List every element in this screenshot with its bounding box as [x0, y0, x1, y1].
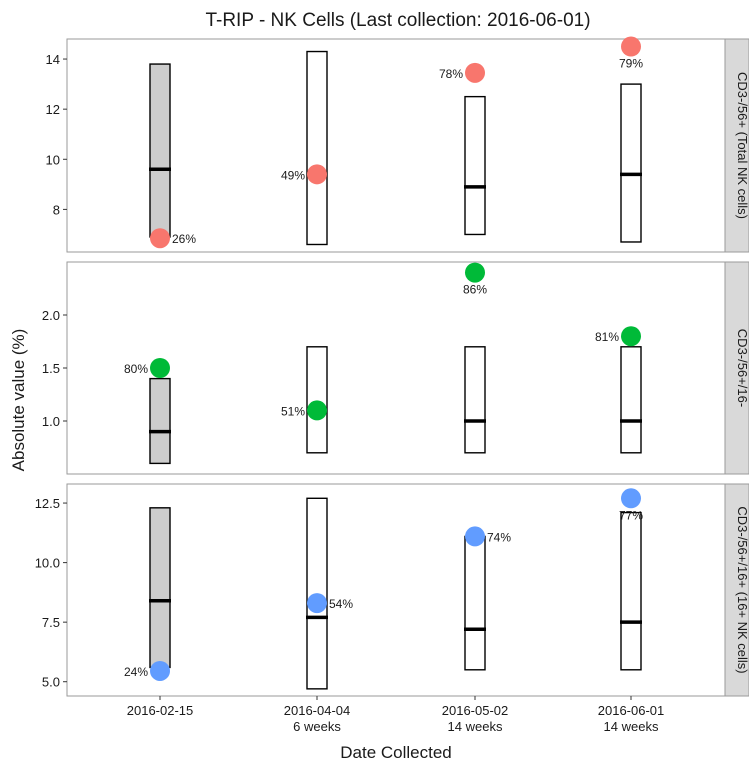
data-point	[465, 262, 485, 283]
data-point	[150, 660, 170, 681]
facet-strip-label: CD3-/56+ (Total NK cells)	[735, 72, 749, 219]
facet-strip	[724, 38, 749, 253]
range-box	[620, 346, 642, 454]
facet-panel: CD3-/56+/16- 1.0 1.5 2.0 80% 51% 86% 81%	[42, 261, 749, 475]
data-label: 54%	[329, 597, 353, 611]
data-point	[150, 228, 170, 249]
facet-strip-label: CD3-/56+/16+ (16+ NK cells)	[735, 506, 749, 673]
range-box	[464, 346, 486, 454]
data-label: 78%	[439, 67, 463, 81]
y-tick-label: 5.0	[42, 675, 60, 690]
panel-background	[66, 483, 726, 697]
data-point	[465, 62, 485, 83]
facet-strip-label: CD3-/56+/16-	[735, 329, 749, 407]
data-point	[307, 593, 327, 614]
data-point	[621, 488, 641, 509]
panel-background	[66, 261, 726, 475]
x-tick-sublabel: 14 weeks	[604, 719, 659, 734]
y-axis-label: Absolute value (%)	[9, 329, 28, 472]
x-tick-sublabel: 6 weeks	[293, 719, 341, 734]
range-box	[620, 83, 642, 243]
facet-strip	[724, 261, 749, 475]
range-box	[306, 50, 328, 246]
facet-strip	[724, 483, 749, 697]
range-box	[464, 535, 486, 671]
data-label: 80%	[124, 362, 148, 376]
data-label: 26%	[172, 232, 196, 246]
range-box	[149, 377, 171, 465]
range-box	[306, 346, 328, 454]
data-point	[621, 36, 641, 57]
x-axis-ticks: 2016-02-15 2016-04-046 weeks2016-05-0214 …	[127, 696, 665, 734]
y-tick-label: 12.5	[35, 496, 60, 511]
data-label: 24%	[124, 665, 148, 679]
data-label: 77%	[619, 508, 643, 522]
y-tick-label: 10.0	[35, 556, 60, 571]
data-label: 51%	[281, 404, 305, 418]
data-point	[150, 358, 170, 378]
data-label: 81%	[595, 330, 619, 344]
y-tick-label: 7.5	[42, 615, 60, 630]
facet-panels: CD3-/56+ (Total NK cells) 8 10 12 14 26% 49% 78…	[35, 36, 749, 697]
data-point	[465, 526, 485, 547]
x-axis-label: Date Collected	[340, 743, 452, 762]
data-label: 74%	[487, 530, 511, 544]
y-tick-label: 10	[46, 152, 60, 167]
x-tick-label: 2016-02-15	[127, 703, 194, 718]
data-point	[307, 164, 327, 185]
data-point	[307, 400, 327, 421]
x-tick-sublabel: 14 weeks	[448, 719, 503, 734]
y-tick-label: 2.0	[42, 308, 60, 323]
data-label: 79%	[619, 57, 643, 71]
y-tick-label: 12	[46, 102, 60, 117]
y-tick-label: 8	[53, 202, 60, 217]
data-label: 49%	[281, 168, 305, 182]
range-box	[149, 507, 171, 669]
x-tick-label: 2016-06-01	[598, 703, 665, 718]
range-box	[464, 95, 486, 236]
x-tick-label: 2016-05-02	[442, 703, 509, 718]
facet-panel: CD3-/56+ (Total NK cells) 8 10 12 14 26% 49% 78…	[46, 36, 749, 253]
chart-title: T-RIP - NK Cells (Last collection: 2016-…	[205, 10, 590, 31]
range-box	[620, 511, 642, 671]
facet-panel: CD3-/56+/16+ (16+ NK cells) 5.0 7.5 10.0 12.…	[35, 483, 749, 697]
y-tick-label: 1.0	[42, 414, 60, 429]
y-tick-label: 1.5	[42, 361, 60, 376]
y-tick-label: 14	[46, 52, 60, 67]
range-box	[149, 63, 171, 238]
panel-background	[66, 38, 726, 253]
data-point	[621, 326, 641, 347]
x-tick-label: 2016-04-04	[284, 703, 351, 718]
data-label: 86%	[463, 283, 487, 297]
